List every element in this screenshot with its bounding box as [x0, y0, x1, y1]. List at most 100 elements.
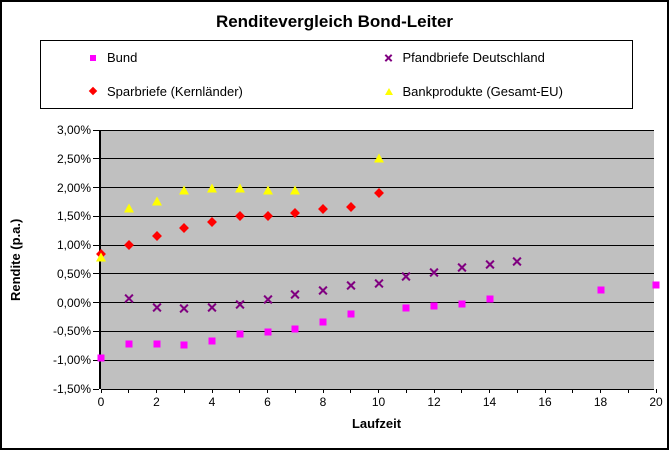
data-point-marker — [235, 300, 244, 309]
data-point-marker — [373, 153, 384, 163]
x-axis-tick — [239, 389, 241, 393]
y-axis-tick — [93, 330, 99, 332]
x-axis-tick — [655, 389, 657, 393]
legend-marker — [382, 54, 396, 61]
gridline — [101, 215, 654, 217]
data-point-marker — [513, 257, 522, 266]
x-axis-tick — [267, 389, 268, 393]
data-point-marker — [291, 325, 299, 333]
diamond-marker-icon — [123, 240, 134, 251]
data-point-marker — [402, 272, 411, 281]
plot-area: 3,00% 2,50% 2,00% 1,50% 1,00% 0,50% 0,00% -0,50… — [53, 123, 663, 409]
data-point-marker — [290, 207, 301, 218]
data-point-marker — [373, 187, 384, 198]
diamond-marker-icon — [88, 87, 98, 96]
data-point-marker — [486, 295, 493, 303]
legend-label: Bankprodukte (Gesamt-EU) — [402, 83, 563, 99]
gridline — [101, 129, 654, 131]
data-point-marker — [264, 328, 271, 336]
data-point-marker — [125, 340, 133, 348]
x-marker-icon — [485, 260, 494, 269]
x-marker-icon — [385, 54, 392, 61]
data-point-marker — [123, 240, 134, 251]
data-point-marker — [374, 279, 383, 288]
square-marker-icon — [402, 304, 410, 312]
x-marker-icon — [124, 294, 133, 303]
gridline — [101, 273, 654, 275]
data-point-marker — [485, 260, 494, 269]
triangle-marker-icon — [373, 153, 384, 163]
data-point-marker — [347, 310, 355, 318]
data-point-marker — [236, 330, 244, 338]
data-point-marker — [458, 300, 466, 308]
x-axis-tick — [572, 389, 574, 393]
y-tick-label: 2,50% — [56, 151, 91, 166]
data-point-marker — [319, 286, 328, 295]
x-tick-label: 20 — [649, 395, 663, 409]
square-marker-icon — [291, 325, 299, 333]
x-tick-label: 14 — [482, 395, 497, 409]
square-marker-icon — [430, 302, 438, 310]
data-point-marker — [318, 204, 328, 215]
x-axis-tick — [350, 389, 352, 393]
y-axis-tick — [93, 244, 99, 246]
diamond-marker-icon — [262, 211, 273, 222]
data-point-marker — [179, 223, 190, 234]
square-marker-icon — [319, 318, 327, 326]
data-point-marker — [124, 294, 133, 303]
x-axis-tick — [461, 389, 463, 393]
y-tick-label: 0,00% — [56, 295, 91, 310]
x-tick-label: 0 — [97, 395, 105, 409]
data-point-marker — [457, 263, 466, 272]
diamond-marker-icon — [373, 187, 384, 198]
triangle-marker-icon — [123, 203, 134, 213]
legend-item: Bankprodukte (Gesamt-EU) — [337, 75, 633, 109]
triangle-marker-icon — [290, 185, 301, 195]
triangle-marker-icon — [151, 196, 162, 206]
gridline — [101, 302, 654, 304]
x-tick-label: 12 — [427, 395, 441, 409]
y-tick-label: 0,50% — [56, 266, 91, 281]
x-tick-label: 4 — [208, 395, 216, 409]
data-point-marker — [263, 295, 272, 304]
data-point-marker — [208, 303, 217, 312]
gridline — [101, 330, 654, 332]
data-point-marker — [262, 185, 273, 195]
diamond-marker-icon — [151, 231, 162, 242]
diamond-marker-icon — [290, 207, 301, 218]
data-point-marker — [207, 217, 217, 228]
data-point-marker — [291, 290, 300, 299]
data-point-marker — [151, 231, 162, 242]
legend-marker — [86, 87, 100, 96]
x-marker-icon — [457, 263, 466, 272]
x-axis-tick — [489, 389, 490, 393]
data-point-marker — [153, 340, 160, 348]
triangle-marker-icon — [179, 185, 190, 195]
data-point-marker — [152, 303, 161, 312]
gridline — [101, 388, 654, 390]
data-point-marker — [597, 286, 604, 294]
x-axis-tick — [378, 389, 379, 393]
y-axis-tick — [93, 302, 99, 304]
diamond-marker-icon — [179, 223, 190, 234]
y-tick-label: -1,50% — [52, 382, 91, 396]
x-marker-icon — [402, 272, 411, 281]
data-point-marker — [290, 185, 301, 195]
x-marker-icon — [291, 290, 300, 299]
y-axis-tick — [93, 158, 99, 160]
x-marker-icon — [319, 286, 328, 295]
square-marker-icon — [153, 340, 160, 348]
data-point-marker — [319, 318, 327, 326]
x-tick-label: 6 — [264, 395, 271, 409]
x-marker-icon — [263, 295, 272, 304]
chart-title: Renditevergleich Bond-Leiter — [215, 12, 454, 31]
data-point-marker — [180, 304, 189, 313]
x-marker-icon — [513, 257, 522, 266]
y-axis-tick — [93, 215, 99, 217]
data-point-marker — [208, 337, 216, 345]
legend-label: Bund — [107, 50, 138, 66]
x-tick-label: 10 — [371, 395, 386, 409]
x-marker-icon — [430, 268, 439, 277]
y-axis-tick — [93, 388, 99, 390]
data-point-marker — [430, 268, 439, 277]
